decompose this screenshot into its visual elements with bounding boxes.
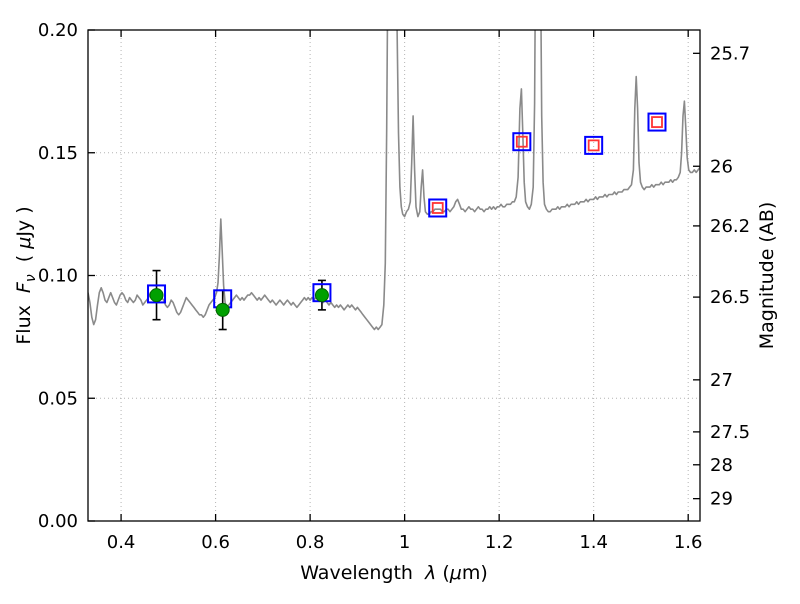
y-axis-label-left: Flux Fν ( μJy ) [13, 206, 39, 344]
observed-photometry-point [215, 302, 230, 317]
y-tick-labels-left: 0.00 0.05 0.10 0.15 0.20 [38, 20, 78, 532]
flux-tick-label: 0.20 [38, 20, 78, 41]
model-photometry-point [584, 135, 604, 155]
flux-tick-label: 0.10 [38, 266, 78, 287]
ir-photometry-point [587, 139, 600, 152]
magnitude-tick-label: 27.5 [710, 422, 750, 443]
observed-photometry-point [314, 288, 329, 303]
x-tick-label: 1.4 [579, 532, 608, 553]
y-axis-label-right: Magnitude (AB) [756, 202, 778, 350]
magnitude-tick-label: 28 [710, 455, 733, 476]
model-photometry-point [512, 132, 532, 152]
model-photometry-point [428, 198, 448, 218]
x-tick-labels: 0.4 0.6 0.8 1 1.2 1.4 1.6 [107, 532, 703, 553]
flux-tick-label: 0.00 [38, 511, 78, 532]
axis-ticks [88, 29, 700, 522]
magnitude-tick-label: 26.5 [710, 287, 750, 308]
magnitude-tick-label: 27 [710, 370, 733, 391]
model-photometry-point [647, 112, 667, 132]
flux-tick-label: 0.15 [38, 143, 78, 164]
magnitude-tick-label: 29 [710, 489, 733, 510]
x-tick-label: 0.4 [107, 532, 136, 553]
x-tick-label: 1.2 [485, 532, 514, 553]
ir-photometry-squares [431, 116, 663, 214]
x-axis-label: Wavelength λ (μm) [300, 562, 488, 584]
observed-photometry-point [149, 288, 164, 303]
ir-photometry-point [651, 116, 663, 128]
magnitude-tick-label: 26.2 [710, 216, 750, 237]
model-photometry-point [147, 284, 167, 304]
grid [88, 30, 700, 521]
x-tick-label: 1.6 [674, 532, 703, 553]
observed-photometry-circles [149, 288, 329, 317]
y-tick-labels-right: 25.7 26 26.2 26.5 27 27.5 28 29 [710, 43, 750, 509]
ir-photometry-point [515, 135, 528, 148]
x-tick-label: 0.6 [201, 532, 230, 553]
magnitude-tick-label: 26 [710, 156, 733, 177]
spectrum-line [88, 30, 700, 331]
x-tick-label: 1 [399, 532, 410, 553]
magnitude-tick-label: 25.7 [710, 43, 750, 64]
flux-tick-label: 0.05 [38, 388, 78, 409]
ir-photometry-point [431, 202, 444, 214]
x-tick-label: 0.8 [296, 532, 325, 553]
